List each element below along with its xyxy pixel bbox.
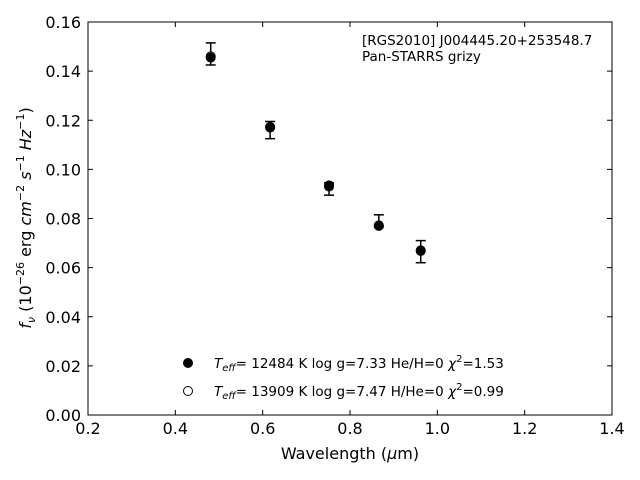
model-point-filled	[265, 121, 276, 132]
legend-entry-1: Teff= 12484 K log g=7.33 He/H=0 χ2=1.53	[214, 354, 504, 374]
legend-marker-open	[183, 386, 193, 396]
y-tick-label: 0.02	[45, 357, 81, 376]
y-tick-label: 0.10	[45, 160, 81, 179]
annotation-line-2: Pan-STARRS grizy	[362, 49, 481, 65]
model-point-open	[373, 220, 384, 231]
x-tick-label: 0.2	[75, 419, 100, 438]
y-ticks: 0.00 0.02 0.04 0.06 0.08 0.10 0.12 0.14 0.16	[45, 13, 612, 425]
x-tick-label: 1.0	[425, 419, 450, 438]
model-point-open	[324, 181, 335, 192]
y-tick-label: 0.00	[45, 406, 81, 425]
model-point-open	[415, 245, 426, 256]
y-tick-label: 0.14	[45, 62, 81, 81]
model-point-open	[205, 51, 216, 62]
legend-marker-filled	[183, 358, 193, 368]
error-bars	[205, 42, 426, 264]
y-axis-label: fν (10−26 erg cm−2 s−1 Hz−1)	[14, 107, 38, 328]
y-tick-label: 0.12	[45, 111, 81, 130]
y-tick-label: 0.08	[45, 210, 81, 229]
x-tick-label: 0.6	[250, 419, 275, 438]
y-tick-label: 0.06	[45, 259, 81, 278]
legend-entry-2: Teff= 13909 K log g=7.47 H/He=0 χ2=0.99	[214, 382, 504, 402]
y-tick-label: 0.04	[45, 308, 81, 327]
x-tick-label: 1.2	[512, 419, 537, 438]
y-tick-label: 0.16	[45, 13, 81, 32]
model-point-open	[265, 122, 276, 133]
data-markers	[205, 51, 426, 256]
x-tick-label: 0.8	[337, 419, 362, 438]
x-ticks: 0.2 0.4 0.6 0.8 1.0 1.2 1.4	[75, 22, 625, 438]
x-axis-label: Wavelength (μm)	[281, 444, 419, 463]
x-tick-label: 1.4	[599, 419, 624, 438]
annotation-line-1: [RGS2010] J004445.20+253548.7	[362, 33, 592, 49]
legend: Teff= 12484 K log g=7.33 He/H=0 χ2=1.53 …	[183, 354, 504, 402]
x-tick-label: 0.4	[163, 419, 188, 438]
